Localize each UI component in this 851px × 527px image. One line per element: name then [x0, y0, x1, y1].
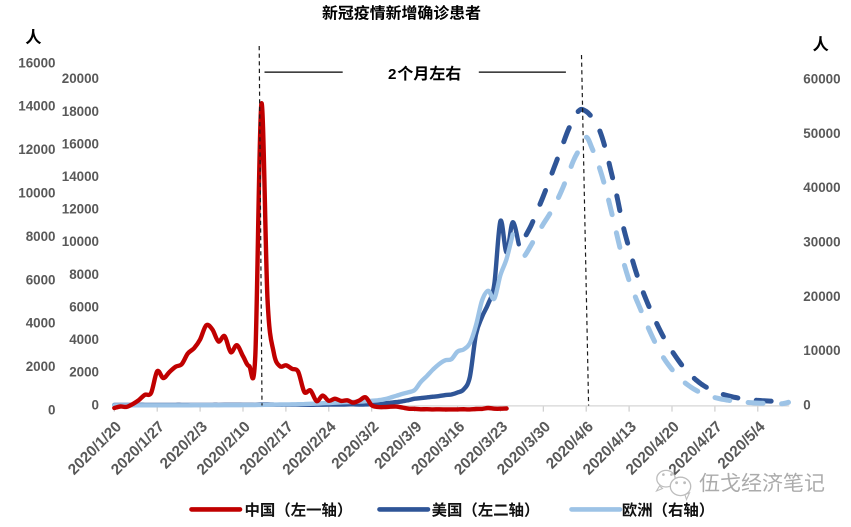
svg-text:2000: 2000 — [69, 365, 99, 380]
svg-text:50000: 50000 — [803, 126, 840, 141]
svg-text:0: 0 — [48, 403, 55, 418]
svg-text:20000: 20000 — [803, 289, 840, 304]
svg-text:10000: 10000 — [62, 234, 99, 249]
svg-text:30000: 30000 — [803, 235, 840, 250]
svg-text:4000: 4000 — [26, 316, 56, 331]
svg-text:18000: 18000 — [62, 104, 99, 119]
svg-text:6000: 6000 — [26, 272, 56, 287]
svg-text:20000: 20000 — [62, 71, 99, 86]
svg-text:0: 0 — [803, 398, 810, 413]
svg-text:14000: 14000 — [62, 169, 99, 184]
svg-text:2: 2 — [388, 66, 396, 83]
svg-text:8000: 8000 — [26, 229, 56, 244]
svg-text:10000: 10000 — [803, 343, 840, 358]
svg-text:6000: 6000 — [69, 300, 99, 315]
svg-text:8000: 8000 — [69, 267, 99, 282]
svg-text:12000: 12000 — [62, 202, 99, 217]
svg-text:4000: 4000 — [69, 332, 99, 347]
svg-text:16000: 16000 — [62, 136, 99, 151]
svg-text:0: 0 — [92, 397, 99, 412]
svg-text:10000: 10000 — [18, 186, 55, 201]
svg-text:40000: 40000 — [803, 180, 840, 195]
svg-text:12000: 12000 — [18, 142, 55, 157]
svg-text:14000: 14000 — [18, 99, 55, 114]
svg-text:2000: 2000 — [26, 359, 56, 374]
svg-text:60000: 60000 — [803, 71, 840, 86]
svg-text:16000: 16000 — [18, 55, 55, 70]
